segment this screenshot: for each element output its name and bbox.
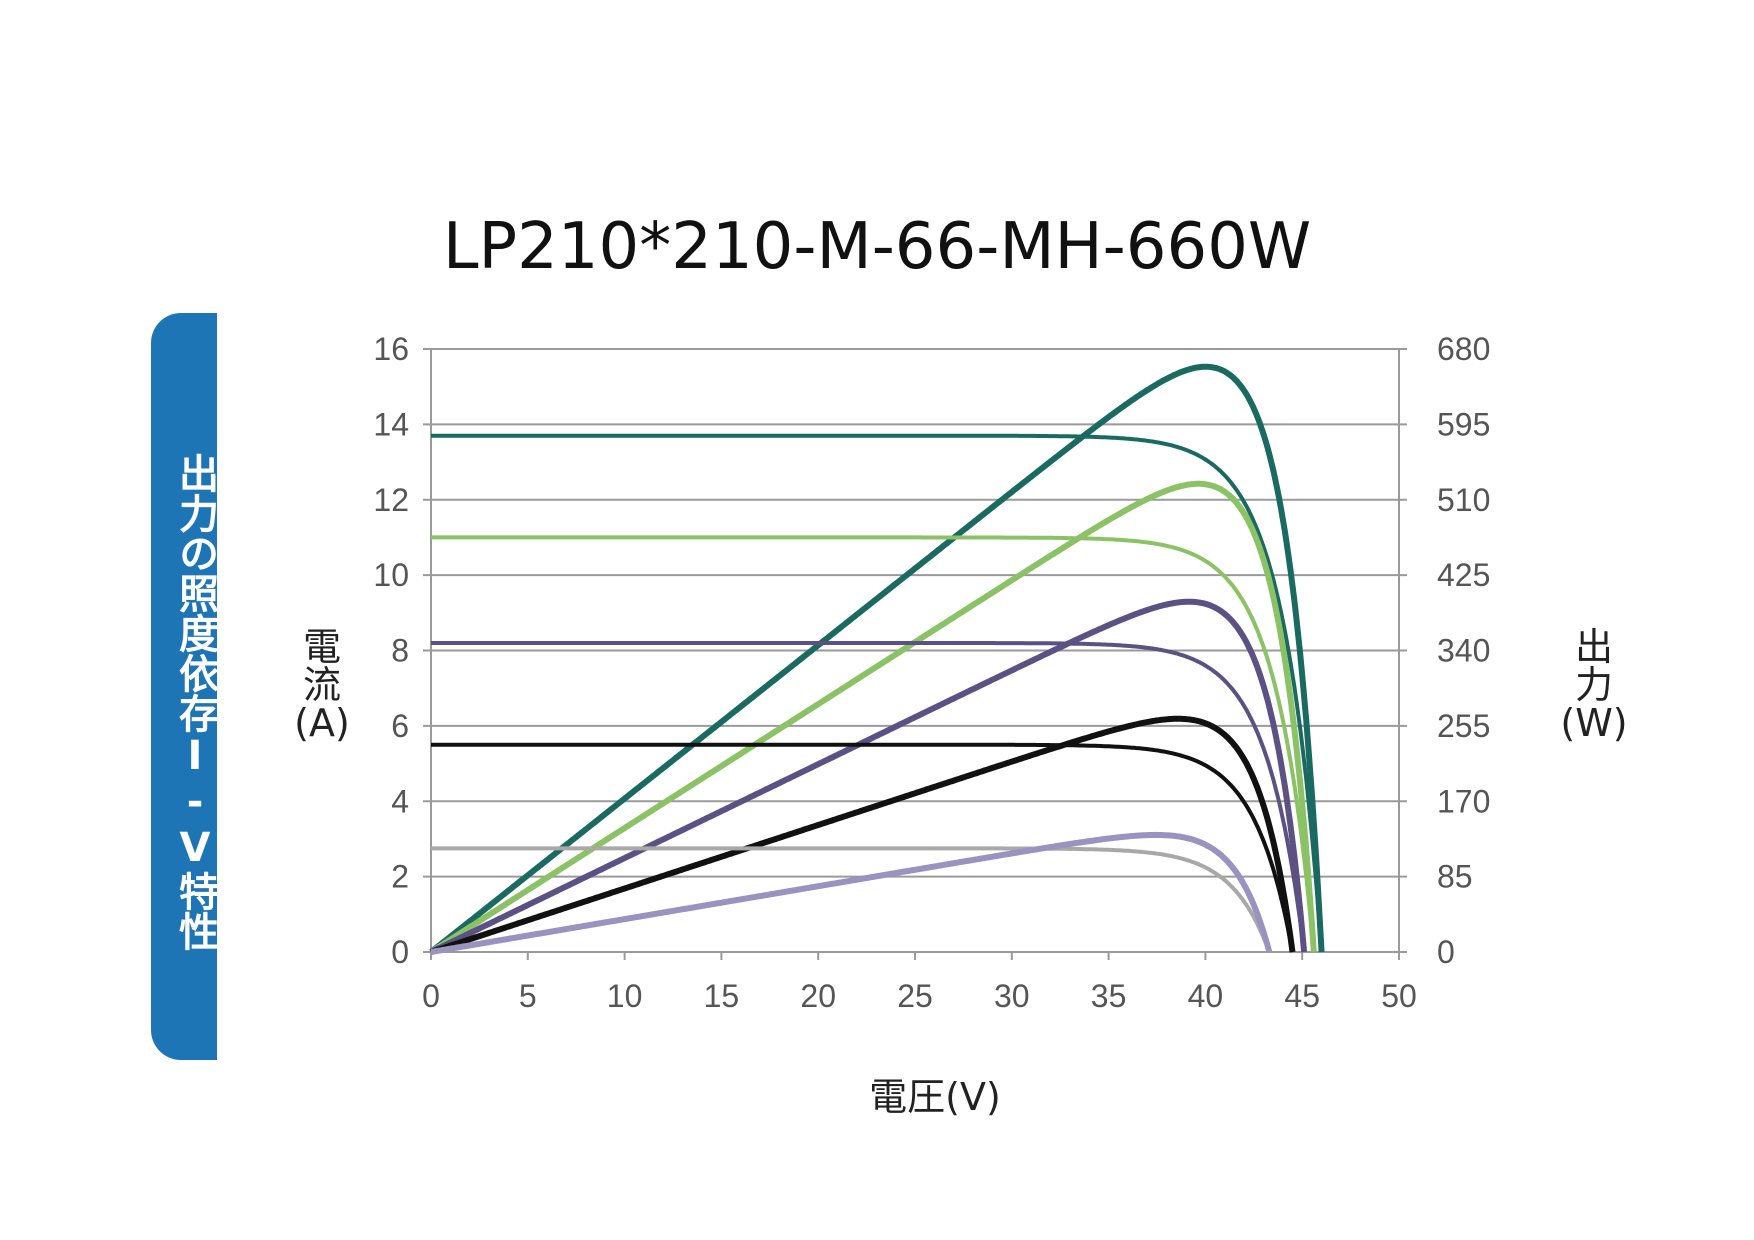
y-left-axis-title: (A) xyxy=(294,701,350,745)
y-left-tick-label: 8 xyxy=(391,633,409,669)
power-curve xyxy=(430,715,1296,955)
chart-title: LP210*210-M-66-MH-660W xyxy=(442,210,1312,284)
x-tick-label: 25 xyxy=(897,978,933,1014)
y-right-tick-label: 85 xyxy=(1437,859,1473,895)
iv-curve xyxy=(431,535,1316,953)
x-axis-title: 電圧(V) xyxy=(869,1075,1001,1119)
iv-curve xyxy=(431,433,1324,953)
power-curve xyxy=(429,598,1308,955)
x-tick-label: 15 xyxy=(704,978,740,1014)
iv-curve xyxy=(431,846,1272,953)
series-layer xyxy=(429,363,1325,955)
x-tick-label: 45 xyxy=(1284,978,1320,1014)
y-right-tick-label: 170 xyxy=(1437,783,1490,819)
power-curve xyxy=(429,480,1317,955)
y-right-tick-label: 0 xyxy=(1437,934,1455,970)
x-tick-label: 50 xyxy=(1381,978,1417,1014)
power-curve xyxy=(429,363,1325,955)
axis-layer xyxy=(423,348,1407,960)
y-right-axis-title: (W) xyxy=(1560,701,1627,745)
y-left-tick-label: 4 xyxy=(391,783,409,819)
y-left-axis-title: 電 xyxy=(303,625,341,669)
y-right-tick-label: 255 xyxy=(1437,708,1490,744)
y-right-tick-label: 510 xyxy=(1437,482,1490,518)
x-tick-label: 30 xyxy=(994,978,1030,1014)
side-label: 出力の照度依存I-V特性 xyxy=(172,453,218,951)
y-right-tick-label: 680 xyxy=(1437,331,1490,367)
grid-layer xyxy=(431,348,1399,878)
y-right-tick-label: 425 xyxy=(1437,557,1490,593)
y-left-tick-label: 16 xyxy=(373,331,409,367)
iv-curve xyxy=(431,742,1295,953)
y-left-tick-label: 2 xyxy=(391,859,409,895)
y-left-axis-title: 流 xyxy=(303,663,341,707)
x-tick-label: 20 xyxy=(800,978,836,1014)
side-tab: 出力の照度依存I-V特性 xyxy=(151,313,218,1060)
y-left-tick-label: 12 xyxy=(373,482,409,518)
iv-curve xyxy=(431,641,1307,953)
y-left-tick-label: 14 xyxy=(373,406,409,442)
y-left-tick-label: 10 xyxy=(373,557,409,593)
y-right-tick-label: 595 xyxy=(1437,406,1490,442)
power-curve xyxy=(430,831,1273,955)
y-left-tick-label: 6 xyxy=(391,708,409,744)
y-right-tick-label: 340 xyxy=(1437,633,1490,669)
y-left-tick-label: 0 xyxy=(391,934,409,970)
x-tick-label: 10 xyxy=(607,978,643,1014)
x-tick-label: 5 xyxy=(519,978,537,1014)
y-right-axis-title: 出 xyxy=(1575,625,1613,669)
x-tick-label: 0 xyxy=(422,978,440,1014)
x-tick-label: 35 xyxy=(1091,978,1127,1014)
x-tick-label: 40 xyxy=(1188,978,1224,1014)
y-right-axis-title: 力 xyxy=(1575,663,1613,707)
